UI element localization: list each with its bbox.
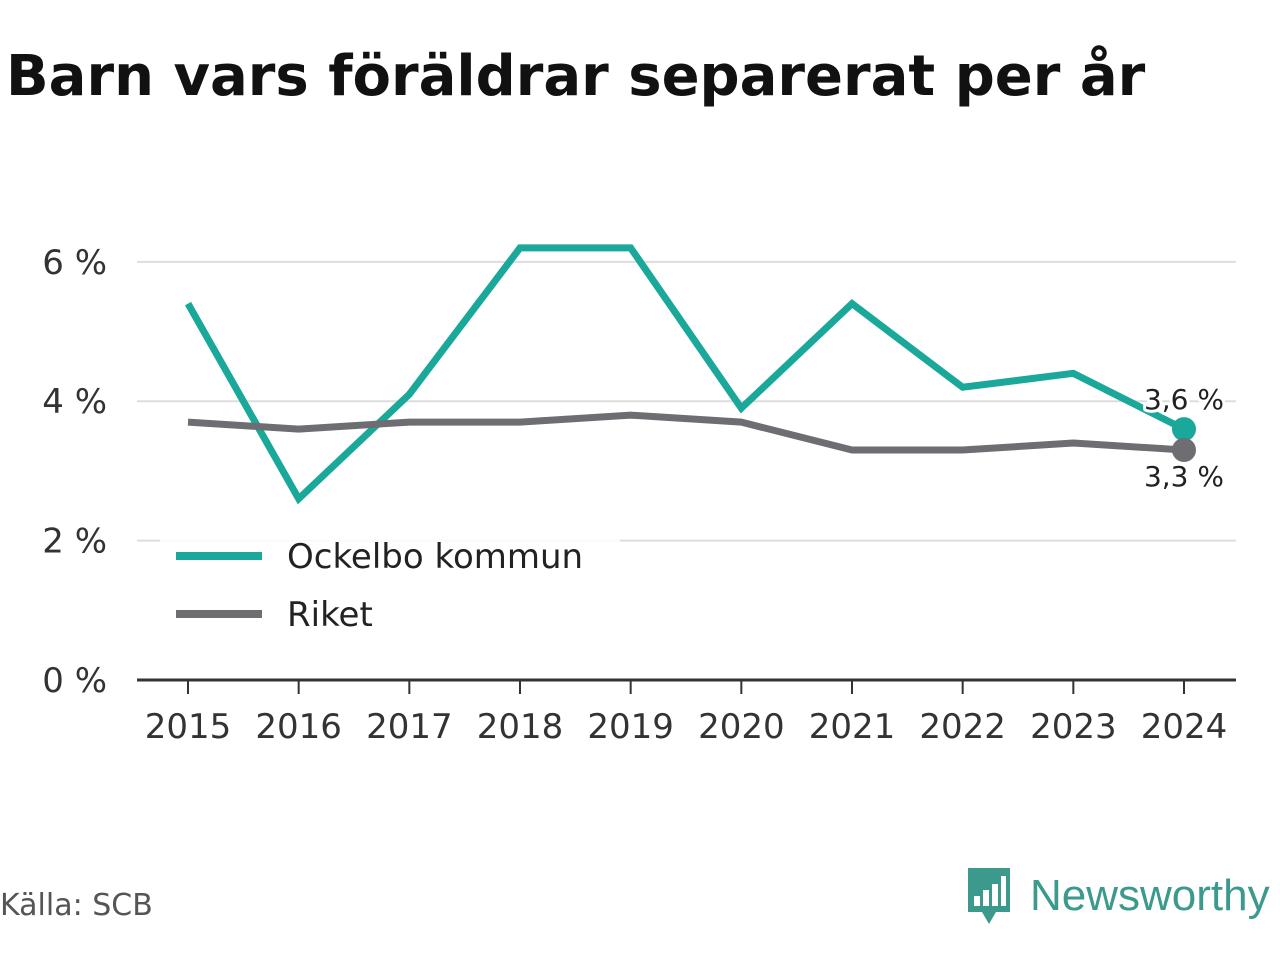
x-tick-label: 2020 [698,707,785,747]
x-tick-label: 2016 [255,707,342,747]
end-value-label: 3,6 % [1144,383,1224,416]
y-tick-label: 4 % [42,382,107,422]
end-value-label: 3,3 % [1144,460,1224,493]
series-line [184,244,1186,505]
chart-title: Barn vars föräldrar separerat per år [6,44,1146,109]
series-line [187,411,1185,454]
x-tick-label: 2015 [145,707,232,747]
newsworthy-logo-icon [968,868,1010,924]
x-tick-label: 2023 [1030,707,1117,747]
gridlines: 0 % 2 % 4 % 6 % [42,243,1236,701]
source-note: Källa: SCB [0,888,153,923]
legend-label: Ockelbo kommun [287,537,583,577]
y-tick-label: 2 % [42,522,107,562]
x-tick-label: 2024 [1141,707,1228,747]
end-label-halo: 3,6 % [1144,383,1224,416]
x-tick-label: 2022 [919,707,1006,747]
x-axis: 2015 2016 2017 2018 2019 2020 2021 2022 2023 2024 [137,678,1236,747]
x-tick-label: 2017 [366,707,453,747]
legend-label: Riket [287,595,373,635]
end-labels: 3,6 %3,6 %3,3 %3,3 % [1141,380,1227,496]
legend-background [160,525,620,650]
legend: Ockelbo kommun Riket [160,525,620,650]
brand-name: Newsworthy [1030,871,1270,920]
end-label-halo: 3,3 % [1144,460,1224,493]
series-end-point [1172,417,1196,442]
y-tick-label: 6 % [42,243,107,283]
x-tick-label: 2021 [809,707,896,747]
series-end-point [1172,438,1196,462]
x-tick-label: 2019 [587,707,674,747]
brand-logo: Newsworthy [964,864,1270,928]
y-tick-label: 0 % [42,661,107,701]
series-lines [184,244,1196,505]
x-tick-label: 2018 [477,707,564,747]
